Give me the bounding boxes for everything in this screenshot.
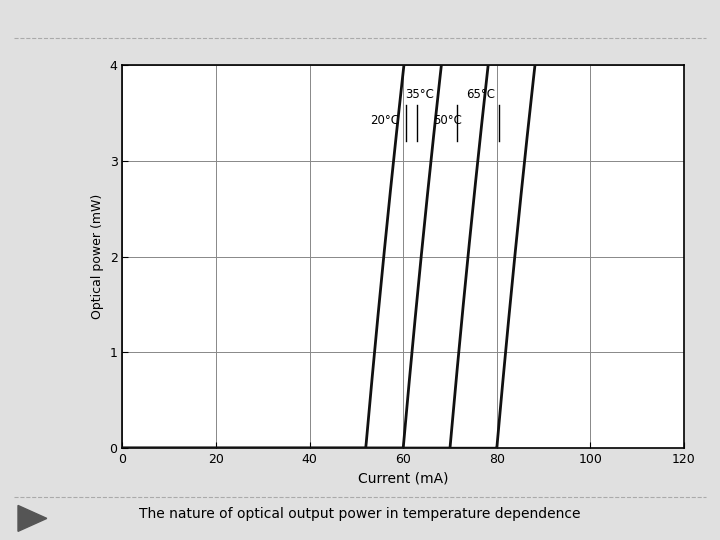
Text: 65°C: 65°C <box>466 88 495 101</box>
Text: 50°C: 50°C <box>433 114 462 127</box>
Text: 20°C: 20°C <box>370 114 399 127</box>
Text: The nature of optical output power in temperature dependence: The nature of optical output power in te… <box>139 507 581 521</box>
Text: 35°C: 35°C <box>405 88 434 101</box>
Polygon shape <box>18 505 47 531</box>
X-axis label: Current (mA): Current (mA) <box>358 471 449 485</box>
Y-axis label: Optical power (mW): Optical power (mW) <box>91 194 104 319</box>
